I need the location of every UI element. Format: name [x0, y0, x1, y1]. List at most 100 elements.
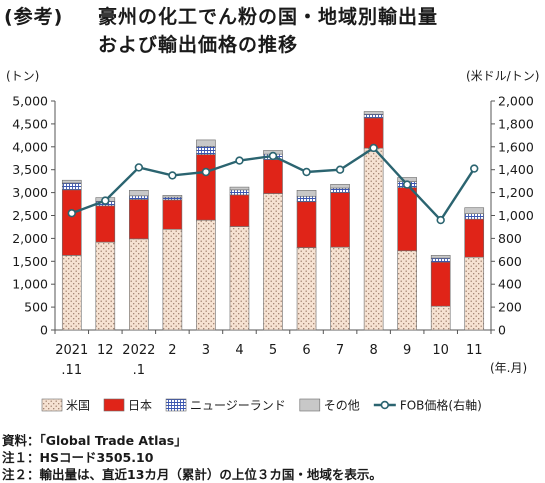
bar-segment-japan: [61, 189, 82, 256]
legend-label: ニュージーランド: [190, 399, 286, 413]
axis-labels: 0 500 1,000 1,500 2,000 2,500 3,000 3,500 4,000 4…: [6, 69, 539, 378]
x-tick-label: 2: [168, 343, 176, 358]
bar-segment-newzealand: [61, 182, 82, 191]
source-note: 資料：「Global Trade Atlas」: [2, 433, 187, 448]
fob-price-point: [134, 163, 144, 172]
legend-swatch: [165, 398, 187, 412]
right-tick-label: 2,000: [498, 94, 534, 109]
bar-segment-japan: [162, 199, 183, 230]
note-1: 注１：HSコード3505.10: [2, 450, 154, 465]
bar-segment-japan: [464, 218, 485, 258]
bar-segment-us: [129, 238, 149, 331]
x-tick-label: 11: [466, 343, 483, 358]
legend-swatch: [103, 398, 125, 412]
right-tick-label: 1,800: [498, 116, 534, 131]
left-tick-label: 1,000: [12, 277, 48, 292]
left-tick-label: 2,000: [12, 231, 48, 246]
bar-segment-newzealand: [363, 113, 384, 119]
bar-segment-newzealand: [229, 189, 250, 196]
bar-segment-other: [229, 186, 250, 191]
left-tick-label: 3,000: [12, 185, 48, 200]
legend-label: FOB価格(右軸): [400, 398, 482, 413]
legend-label: 米国: [66, 399, 90, 413]
bar-segment-other: [196, 139, 216, 147]
bar-segment-other: [162, 195, 183, 198]
bar-segment-japan: [397, 187, 417, 252]
bar-segment-us: [296, 247, 317, 331]
fob-price-point: [302, 167, 311, 177]
x-tick-label: 2021.11: [55, 343, 88, 378]
left-tick-label: 0: [40, 323, 48, 338]
bar-segment-japan: [363, 117, 384, 149]
x-tick-label: 3: [202, 343, 210, 358]
fob-price-point: [402, 180, 412, 189]
bar-segment-us: [196, 219, 216, 331]
x-tick-label: 4: [235, 343, 243, 358]
legend-line-marker: [380, 400, 390, 410]
bar-segment-other: [464, 207, 485, 214]
bar-segment-us: [95, 241, 116, 331]
fob-price-point: [470, 164, 479, 173]
bar-segment-newzealand: [430, 257, 451, 263]
fob-price-point: [436, 215, 445, 225]
fob-price-point: [369, 143, 378, 153]
legend: 米国 日本 ニュージーランド その他 FOB価格(右軸): [41, 398, 482, 413]
x-tick-label: 5: [269, 343, 277, 358]
bar-segment-other: [430, 255, 451, 259]
note-2: 注２：輸出量は、直近13カ月（累計）の上位３カ国・地域を表示。: [2, 467, 382, 482]
fob-price-point: [235, 156, 244, 165]
right-tick-label: 1,000: [498, 208, 534, 223]
bar-segment-us: [330, 246, 350, 331]
fob-price-point: [201, 167, 211, 177]
bar-segment-newzealand: [330, 187, 350, 193]
bar-segment-newzealand: [129, 195, 149, 200]
right-tick-label: 800: [498, 231, 522, 246]
right-axis-unit: (米ドル/トン): [466, 69, 539, 83]
axes: [51, 100, 495, 334]
left-tick-label: 4,000: [12, 139, 48, 154]
right-tick-label: 1,200: [498, 185, 534, 200]
chart-subtitle: および輸出価格の推移: [98, 34, 299, 56]
left-tick-label: 5,000: [12, 94, 48, 109]
bar-segment-us: [263, 193, 283, 331]
bar-segment-japan: [296, 201, 317, 248]
bar-segment-other: [129, 190, 149, 197]
bar-segment-newzealand: [196, 146, 216, 155]
right-tick-label: 1,400: [498, 162, 534, 177]
x-tick-label: 2022.1: [122, 343, 155, 378]
left-axis-unit: (トン): [6, 69, 39, 83]
x-tick-label: 12: [97, 343, 114, 358]
bar-segment-japan: [95, 205, 116, 243]
fob-price-line: [67, 143, 479, 225]
bar-segment-other: [330, 184, 350, 189]
bar-segment-japan: [129, 199, 149, 240]
legend-label: 日本: [128, 399, 152, 413]
x-tick-label: 10: [432, 343, 449, 358]
legend-swatch: [299, 398, 321, 412]
left-tick-label: 1,500: [12, 254, 48, 269]
bars: [61, 111, 485, 331]
bar-segment-japan: [430, 261, 451, 307]
bar-segment-us: [464, 256, 485, 331]
fob-price-point: [168, 171, 177, 180]
bar-segment-newzealand: [464, 213, 485, 220]
title-prefix: (参考): [4, 6, 64, 28]
fob-price-point: [268, 151, 278, 161]
bar-segment-us: [397, 250, 417, 331]
right-tick-label: 0: [498, 323, 506, 338]
left-tick-label: 4,500: [12, 116, 48, 131]
left-tick-label: 500: [24, 300, 48, 315]
left-tick-label: 3,500: [12, 162, 48, 177]
bar-segment-other: [363, 111, 384, 115]
bar-segment-japan: [196, 154, 216, 221]
fob-price-point: [335, 165, 345, 174]
right-tick-label: 600: [498, 254, 522, 269]
left-tick-label: 2,500: [12, 208, 48, 223]
bar-segment-japan: [263, 159, 283, 194]
bar-segment-us: [430, 305, 451, 331]
x-tick-label: 8: [369, 343, 377, 358]
x-tick-label: 6: [302, 343, 310, 358]
bar-segment-us: [363, 147, 384, 331]
fob-price-point: [67, 209, 76, 218]
